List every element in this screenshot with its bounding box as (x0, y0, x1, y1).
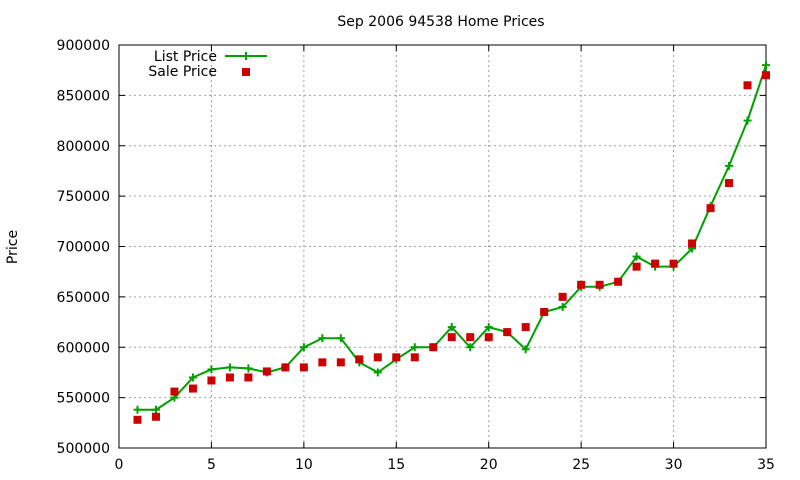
legend-label-sale-price: Sale Price (148, 64, 217, 80)
list-price-point (521, 345, 530, 354)
sale-price-point (373, 353, 382, 362)
chart-title: Sep 2006 94538 Home Prices (337, 14, 544, 30)
y-tick-label: 850000 (57, 88, 110, 104)
sale-price-point (170, 387, 179, 396)
list-price-point (188, 373, 197, 382)
x-tick-label: 35 (757, 457, 775, 473)
sale-price-point (466, 333, 475, 342)
legend-symbol-list-price (225, 52, 267, 60)
list-price-point (318, 334, 327, 343)
legend-cross (242, 52, 250, 60)
y-tick-labels: 500000 550000 600000 650000 700000 750000 8000… (57, 38, 110, 457)
x-tick-label: 5 (207, 457, 216, 473)
x-tick-label: 20 (480, 457, 498, 473)
list-price-point (207, 365, 216, 374)
sale-price-point (743, 81, 752, 90)
y-tick-label: 800000 (57, 139, 110, 155)
sale-price-point (632, 262, 641, 271)
sale-price-point (558, 292, 567, 301)
y-tick-label: 700000 (57, 240, 110, 256)
sale-price-point (540, 307, 549, 316)
y-tick-label: 750000 (57, 189, 110, 205)
y-tick-label: 550000 (57, 391, 110, 407)
legend-square (242, 68, 250, 76)
y-tick-label: 650000 (57, 290, 110, 306)
sale-price-point (429, 343, 438, 352)
x-tick-label: 15 (387, 457, 405, 473)
y-tick-label: 900000 (57, 38, 110, 54)
sale-price-point (299, 363, 308, 372)
grid (119, 45, 766, 448)
sale-price-point (207, 376, 216, 385)
sale-price-point (688, 239, 697, 248)
list-price-point (151, 405, 160, 414)
sale-price-point (651, 259, 660, 268)
sale-price-point (336, 358, 345, 367)
sale-price-point (447, 333, 456, 342)
sale-price-point (706, 204, 715, 213)
sale-price-point (614, 277, 623, 286)
x-tick-label: 0 (115, 457, 124, 473)
sale-price-point (244, 373, 253, 382)
list-price-point (336, 334, 345, 343)
sale-price-point (281, 363, 290, 372)
legend-symbol-sale-price (242, 68, 250, 76)
x-tick-label: 10 (295, 457, 313, 473)
series-line-list-price (137, 64, 767, 411)
list-price-point (225, 363, 234, 372)
legend-label-list-price: List Price (154, 49, 217, 65)
list-price-point (762, 61, 770, 70)
list-price-point (743, 116, 752, 125)
list-price-point (632, 252, 641, 261)
x-tick-labels: 0 5 10 15 20 25 30 35 (115, 457, 775, 473)
list-price-point (410, 343, 419, 352)
sale-price-point (725, 179, 734, 188)
y-axis-label: Price (5, 230, 21, 264)
list-price-point (133, 405, 142, 414)
sale-price-point (484, 333, 493, 342)
list-price-point (558, 302, 567, 311)
legend: List Price Sale Price (148, 49, 267, 80)
series (133, 61, 770, 424)
sale-price-point (262, 367, 271, 376)
sale-price-point (410, 353, 419, 362)
sale-price-point (392, 353, 401, 362)
list-price-point (484, 323, 493, 332)
sale-price-point (151, 412, 160, 421)
sale-price-point (318, 358, 327, 367)
axis-ticks (118, 44, 767, 449)
sale-price-point (225, 373, 234, 382)
sale-price-point (669, 259, 678, 268)
plot-frame (118, 44, 767, 449)
x-tick-label: 25 (572, 457, 590, 473)
list-price-point (447, 323, 456, 332)
sale-price-point (762, 71, 770, 80)
sale-price-point (355, 355, 364, 364)
y-tick-label: 600000 (57, 340, 110, 356)
y-tick-label: 500000 (57, 441, 110, 457)
sale-price-point (133, 415, 142, 424)
sale-price-point (503, 328, 512, 337)
list-price-point (299, 343, 308, 352)
sale-price-point (595, 280, 604, 289)
sale-price-point (521, 323, 530, 332)
list-price-point (373, 368, 382, 377)
x-tick-label: 30 (665, 457, 683, 473)
sale-price-point (577, 280, 586, 289)
list-price-point (725, 161, 734, 170)
list-price-point (466, 343, 475, 352)
sale-price-point (188, 384, 197, 393)
list-price-point (244, 364, 253, 373)
